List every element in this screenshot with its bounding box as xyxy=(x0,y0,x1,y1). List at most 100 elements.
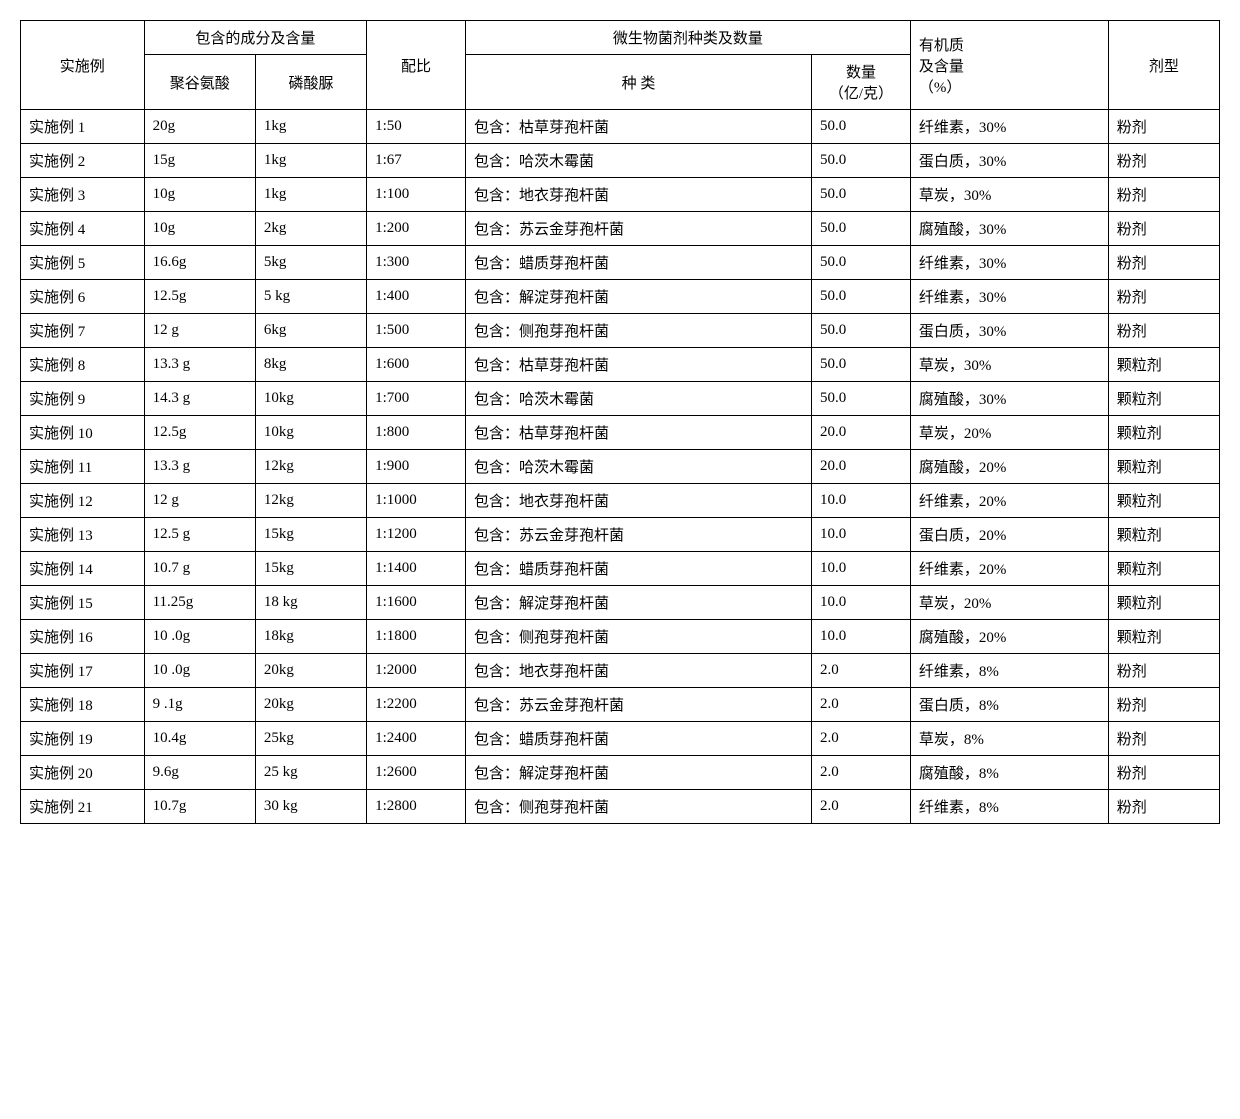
cell-ratio: 1:900 xyxy=(367,450,466,484)
cell-species: 包含：解淀芽孢杆菌 xyxy=(465,756,811,790)
cell-example: 实施例 12 xyxy=(21,484,145,518)
cell-urea: 15kg xyxy=(255,552,366,586)
cell-species: 包含：苏云金芽孢杆菌 xyxy=(465,212,811,246)
table-row: 实施例 189 .1g20kg1:2200包含：苏云金芽孢杆菌2.0蛋白质，8%… xyxy=(21,688,1220,722)
cell-example: 实施例 4 xyxy=(21,212,145,246)
table-row: 实施例 120g1kg1:50包含：枯草芽孢杆菌50.0纤维素，30%粉剂 xyxy=(21,110,1220,144)
cell-pga: 9.6g xyxy=(144,756,255,790)
cell-example: 实施例 10 xyxy=(21,416,145,450)
cell-urea: 10kg xyxy=(255,416,366,450)
cell-form: 粉剂 xyxy=(1108,314,1219,348)
cell-example: 实施例 5 xyxy=(21,246,145,280)
table-row: 实施例 1710 .0g20kg1:2000包含：地衣芽孢杆菌2.0纤维素，8%… xyxy=(21,654,1220,688)
table-body: 实施例 120g1kg1:50包含：枯草芽孢杆菌50.0纤维素，30%粉剂实施例… xyxy=(21,110,1220,824)
cell-urea: 5 kg xyxy=(255,280,366,314)
cell-ratio: 1:2000 xyxy=(367,654,466,688)
table-row: 实施例 1610 .0g18kg1:1800包含：侧孢芽孢杆菌10.0腐殖酸，2… xyxy=(21,620,1220,654)
cell-qty: 20.0 xyxy=(812,416,911,450)
cell-ratio: 1:300 xyxy=(367,246,466,280)
cell-organic: 腐殖酸，20% xyxy=(910,620,1108,654)
cell-form: 粉剂 xyxy=(1108,688,1219,722)
cell-ratio: 1:200 xyxy=(367,212,466,246)
cell-urea: 1kg xyxy=(255,144,366,178)
cell-organic: 腐殖酸，20% xyxy=(910,450,1108,484)
table-row: 实施例 712 g6kg1:500包含：侧孢芽孢杆菌50.0蛋白质，30%粉剂 xyxy=(21,314,1220,348)
table-row: 实施例 1212 g12kg1:1000包含：地衣芽孢杆菌10.0纤维素，20%… xyxy=(21,484,1220,518)
cell-urea: 20kg xyxy=(255,688,366,722)
table-row: 实施例 215g1kg1:67包含：哈茨木霉菌50.0蛋白质，30%粉剂 xyxy=(21,144,1220,178)
cell-pga: 10 .0g xyxy=(144,654,255,688)
cell-qty: 10.0 xyxy=(812,552,911,586)
header-ratio: 配比 xyxy=(367,21,466,110)
cell-qty: 2.0 xyxy=(812,654,911,688)
cell-urea: 12kg xyxy=(255,484,366,518)
table-header: 实施例 包含的成分及含量 配比 微生物菌剂种类及数量 有机质 及含量 （%） 剂… xyxy=(21,21,1220,110)
cell-species: 包含：侧孢芽孢杆菌 xyxy=(465,790,811,824)
cell-ratio: 1:1600 xyxy=(367,586,466,620)
header-species: 种 类 xyxy=(465,55,811,110)
cell-organic: 腐殖酸，30% xyxy=(910,212,1108,246)
cell-form: 粉剂 xyxy=(1108,110,1219,144)
table-row: 实施例 310g1kg1:100包含：地衣芽孢杆菌50.0草炭，30%粉剂 xyxy=(21,178,1220,212)
header-row-1: 实施例 包含的成分及含量 配比 微生物菌剂种类及数量 有机质 及含量 （%） 剂… xyxy=(21,21,1220,55)
cell-form: 颗粒剂 xyxy=(1108,620,1219,654)
cell-species: 包含：苏云金芽孢杆菌 xyxy=(465,518,811,552)
cell-example: 实施例 20 xyxy=(21,756,145,790)
cell-organic: 纤维素，20% xyxy=(910,552,1108,586)
cell-pga: 12.5g xyxy=(144,416,255,450)
table-row: 实施例 516.6g5kg1:300包含：蜡质芽孢杆菌50.0纤维素，30%粉剂 xyxy=(21,246,1220,280)
header-microbe-group: 微生物菌剂种类及数量 xyxy=(465,21,910,55)
cell-example: 实施例 7 xyxy=(21,314,145,348)
cell-example: 实施例 6 xyxy=(21,280,145,314)
cell-pga: 12 g xyxy=(144,314,255,348)
cell-example: 实施例 11 xyxy=(21,450,145,484)
cell-organic: 草炭，8% xyxy=(910,722,1108,756)
cell-example: 实施例 3 xyxy=(21,178,145,212)
cell-pga: 12 g xyxy=(144,484,255,518)
cell-form: 颗粒剂 xyxy=(1108,484,1219,518)
header-quantity: 数量 （亿/克） xyxy=(812,55,911,110)
cell-organic: 蛋白质，30% xyxy=(910,314,1108,348)
cell-organic: 草炭，30% xyxy=(910,178,1108,212)
cell-pga: 15g xyxy=(144,144,255,178)
cell-pga: 10g xyxy=(144,212,255,246)
cell-pga: 10.7 g xyxy=(144,552,255,586)
cell-qty: 50.0 xyxy=(812,348,911,382)
cell-species: 包含：地衣芽孢杆菌 xyxy=(465,484,811,518)
cell-form: 粉剂 xyxy=(1108,722,1219,756)
header-pga: 聚谷氨酸 xyxy=(144,55,255,110)
cell-urea: 10kg xyxy=(255,382,366,416)
cell-qty: 50.0 xyxy=(812,280,911,314)
cell-pga: 10g xyxy=(144,178,255,212)
cell-form: 粉剂 xyxy=(1108,212,1219,246)
cell-species: 包含：蜡质芽孢杆菌 xyxy=(465,722,811,756)
cell-example: 实施例 1 xyxy=(21,110,145,144)
cell-qty: 10.0 xyxy=(812,586,911,620)
table-row: 实施例 1910.4g25kg1:2400包含：蜡质芽孢杆菌2.0草炭，8%粉剂 xyxy=(21,722,1220,756)
cell-species: 包含：蜡质芽孢杆菌 xyxy=(465,552,811,586)
cell-species: 包含：枯草芽孢杆菌 xyxy=(465,110,811,144)
header-form: 剂型 xyxy=(1108,21,1219,110)
cell-urea: 12kg xyxy=(255,450,366,484)
table-row: 实施例 1113.3 g12kg1:900包含：哈茨木霉菌20.0腐殖酸，20%… xyxy=(21,450,1220,484)
cell-organic: 腐殖酸，8% xyxy=(910,756,1108,790)
cell-ratio: 1:2600 xyxy=(367,756,466,790)
cell-organic: 纤维素，20% xyxy=(910,484,1108,518)
cell-organic: 蛋白质，20% xyxy=(910,518,1108,552)
cell-organic: 纤维素，8% xyxy=(910,654,1108,688)
cell-pga: 13.3 g xyxy=(144,348,255,382)
cell-qty: 2.0 xyxy=(812,688,911,722)
cell-species: 包含：侧孢芽孢杆菌 xyxy=(465,620,811,654)
cell-example: 实施例 17 xyxy=(21,654,145,688)
cell-pga: 14.3 g xyxy=(144,382,255,416)
cell-ratio: 1:2200 xyxy=(367,688,466,722)
cell-organic: 纤维素，30% xyxy=(910,246,1108,280)
table-row: 实施例 1410.7 g15kg1:1400包含：蜡质芽孢杆菌10.0纤维素，2… xyxy=(21,552,1220,586)
cell-urea: 30 kg xyxy=(255,790,366,824)
cell-organic: 蛋白质，30% xyxy=(910,144,1108,178)
header-urea: 磷酸脲 xyxy=(255,55,366,110)
cell-example: 实施例 18 xyxy=(21,688,145,722)
cell-species: 包含：侧孢芽孢杆菌 xyxy=(465,314,811,348)
table-row: 实施例 1312.5 g15kg1:1200包含：苏云金芽孢杆菌10.0蛋白质，… xyxy=(21,518,1220,552)
cell-qty: 50.0 xyxy=(812,178,911,212)
